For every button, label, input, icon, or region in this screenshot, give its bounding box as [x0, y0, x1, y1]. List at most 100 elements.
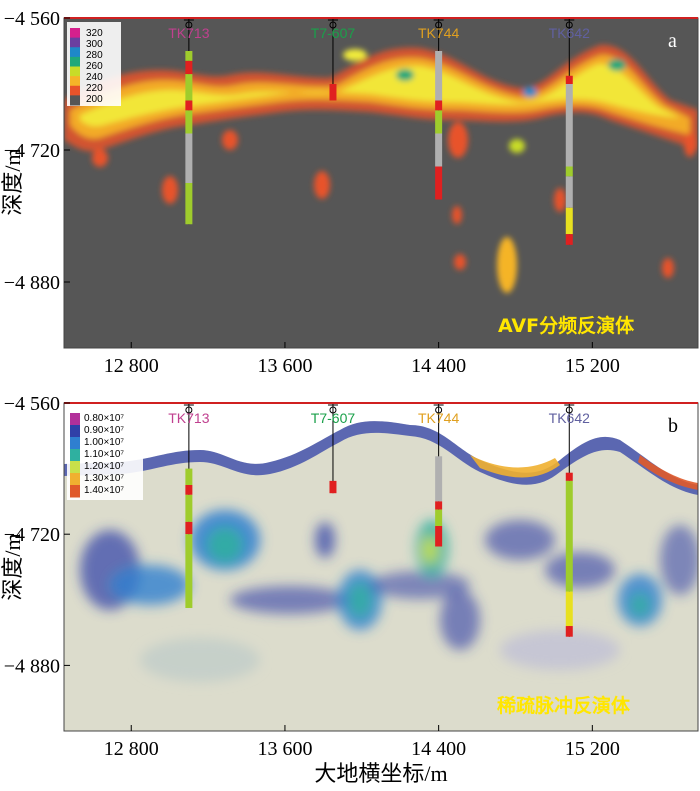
anomaly-blob: [110, 565, 190, 605]
panel-a-ticks: 12 800 13 600 14 400 15 200 −4 560 −4 720 −4 8…: [4, 8, 620, 377]
anomaly-blob: [370, 571, 470, 599]
colorbar-label: 1.40×10⁷: [84, 485, 124, 496]
x-tick-label: 15 200: [565, 355, 620, 377]
anomaly-blob: [315, 522, 335, 558]
anomaly-blob: [448, 122, 468, 158]
well-tk744: TK744: [418, 403, 459, 547]
well-interval: [185, 110, 193, 134]
colorbar-swatch: [70, 485, 80, 498]
anomaly-blob: [440, 590, 480, 650]
anomaly-hotspot: [523, 87, 537, 97]
y-tick-label: −4 560: [4, 393, 60, 415]
anomaly-blob: [348, 582, 372, 618]
well-interval: [565, 626, 573, 637]
panel-b-ticks: 12 800 13 600 14 400 15 200 −4 560 −4 720 −4 8…: [4, 393, 620, 760]
well-interval: [565, 472, 573, 481]
panel-b-letter: b: [668, 415, 678, 437]
surface-band-warm: [470, 455, 560, 478]
colorbar-label: 240: [86, 72, 103, 83]
well-interval: [435, 51, 443, 101]
panel-b-wells: TK713 T7-607 TK744 TK642: [168, 403, 590, 637]
well-interval: [435, 526, 443, 547]
well-label: TK713: [168, 410, 209, 426]
colorbar-swatch: [70, 95, 80, 106]
well-interval: [565, 480, 573, 592]
colorbar-swatch: [70, 47, 80, 58]
anomaly-blob: [422, 536, 438, 564]
well-interval: [185, 468, 193, 485]
well-interval: [185, 183, 193, 225]
well-interval: [435, 100, 443, 111]
well-label: T7-607: [311, 25, 356, 41]
colorbar-label: 280: [86, 50, 103, 61]
colorbar-swatch: [70, 437, 80, 450]
panel-b-colorbar: 0.80×10⁷0.90×10⁷1.00×10⁷1.10×10⁷1.20×10⁷…: [67, 406, 143, 500]
well-interval: [435, 110, 443, 134]
colorbar-label: 0.90×10⁷: [84, 425, 124, 436]
x-tick-label: 15 200: [565, 738, 620, 760]
anomaly-band-core: [80, 63, 680, 127]
y-tick-label: −4 720: [4, 140, 60, 162]
panel-a-letter: a: [668, 30, 677, 52]
well-t7-607: T7-607: [311, 403, 356, 494]
well-interval: [565, 591, 573, 627]
well-interval: [565, 84, 573, 167]
well-interval: [565, 166, 573, 177]
y-tick-label: −4 720: [4, 524, 60, 546]
well-interval: [435, 166, 443, 200]
anomaly-blob: [140, 638, 260, 682]
anomaly-blob: [630, 593, 650, 617]
panel-a-heatmap: [64, 44, 698, 293]
well-interval: [565, 234, 573, 245]
anomaly-blob: [545, 552, 615, 588]
well-interval: [185, 534, 193, 608]
panel-a-wells: TK713 T7-607 TK744 TK642: [168, 18, 590, 245]
anomaly-blob: [485, 520, 555, 560]
y-tick-label: −4 880: [4, 655, 60, 677]
colorbar-label: 1.00×10⁷: [84, 437, 124, 448]
anomaly-hotspot: [608, 59, 626, 71]
anomaly-blob: [500, 630, 620, 670]
well-head-icon: [329, 406, 337, 414]
anomaly-blob: [162, 176, 178, 204]
colorbar-swatch: [70, 37, 80, 48]
colorbar-swatch: [70, 413, 80, 426]
well-interval: [185, 494, 193, 522]
colorbar-swatch: [70, 66, 80, 77]
well-label: T7-607: [311, 410, 356, 426]
colorbar-label: 1.10×10⁷: [84, 449, 124, 460]
anomaly-blob: [92, 149, 108, 167]
colorbar-swatch: [70, 76, 80, 87]
well-interval: [435, 509, 443, 526]
colorbar-label: 200: [86, 94, 103, 105]
well-interval: [185, 521, 193, 535]
colorbar-swatch: [70, 425, 80, 438]
well-head-icon: [435, 406, 443, 414]
well-head-icon: [565, 406, 573, 414]
well-head-icon: [185, 21, 193, 29]
well-interval: [329, 480, 337, 494]
panel-b-ylabel: 深度/m: [0, 533, 25, 600]
anomaly-hotspot: [396, 69, 414, 81]
well-label: TK642: [549, 25, 590, 41]
well-interval: [329, 84, 337, 101]
well-tk744: TK744: [418, 18, 459, 200]
colorbar-label: 320: [86, 28, 103, 39]
panel-a-ylabel: 深度/m: [0, 148, 25, 215]
well-head-icon: [329, 21, 337, 29]
surface-band-warm: [638, 455, 698, 490]
well-interval: [565, 75, 573, 84]
colorbar-swatch: [70, 85, 80, 96]
y-tick-label: −4 560: [4, 8, 60, 30]
colorbar-swatch: [70, 473, 80, 486]
anomaly-blob: [314, 171, 330, 199]
impedance-anomalies: [80, 510, 698, 682]
anomaly-blob: [452, 206, 462, 224]
anomaly-blob: [684, 133, 696, 157]
well-interval: [185, 100, 193, 111]
well-tk713: TK713: [168, 18, 210, 225]
anomaly-blob: [554, 188, 566, 212]
anomaly-blob: [662, 258, 674, 278]
